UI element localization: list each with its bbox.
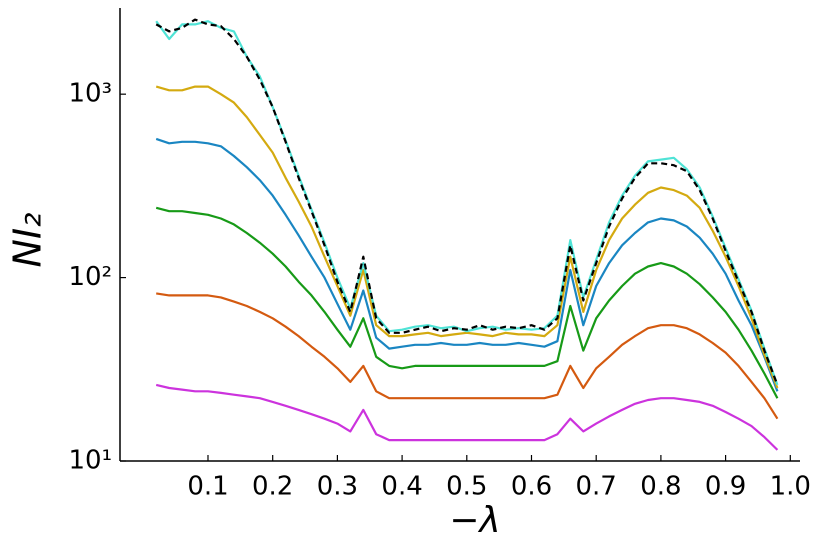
x-tick-label: 0.9 bbox=[705, 472, 746, 502]
y-axis-label: NI₂ bbox=[6, 213, 50, 268]
series-line bbox=[155, 18, 779, 386]
series-line bbox=[156, 292, 779, 420]
series-line bbox=[155, 383, 779, 451]
x-tick-label: 1.0 bbox=[770, 472, 811, 502]
series-line bbox=[155, 206, 779, 399]
x-axis-label: −λ bbox=[449, 500, 500, 541]
x-tick-label: 0.7 bbox=[576, 472, 617, 502]
x-tick-label: 0.5 bbox=[446, 472, 487, 502]
x-tick-label: 0.1 bbox=[187, 472, 228, 502]
y-tick-label: 10² bbox=[68, 262, 112, 292]
x-tick-label: 0.8 bbox=[640, 472, 681, 502]
x-tick-label: 0.4 bbox=[381, 472, 422, 502]
series-line bbox=[155, 20, 779, 386]
series-line bbox=[155, 137, 779, 392]
x-tick-label: 0.6 bbox=[511, 472, 552, 502]
y-tick-label: 10¹ bbox=[68, 446, 112, 476]
y-tick-label: 10³ bbox=[68, 79, 112, 109]
series-line bbox=[155, 85, 779, 389]
x-tick-label: 0.3 bbox=[317, 472, 358, 502]
x-tick-label: 0.2 bbox=[252, 472, 293, 502]
